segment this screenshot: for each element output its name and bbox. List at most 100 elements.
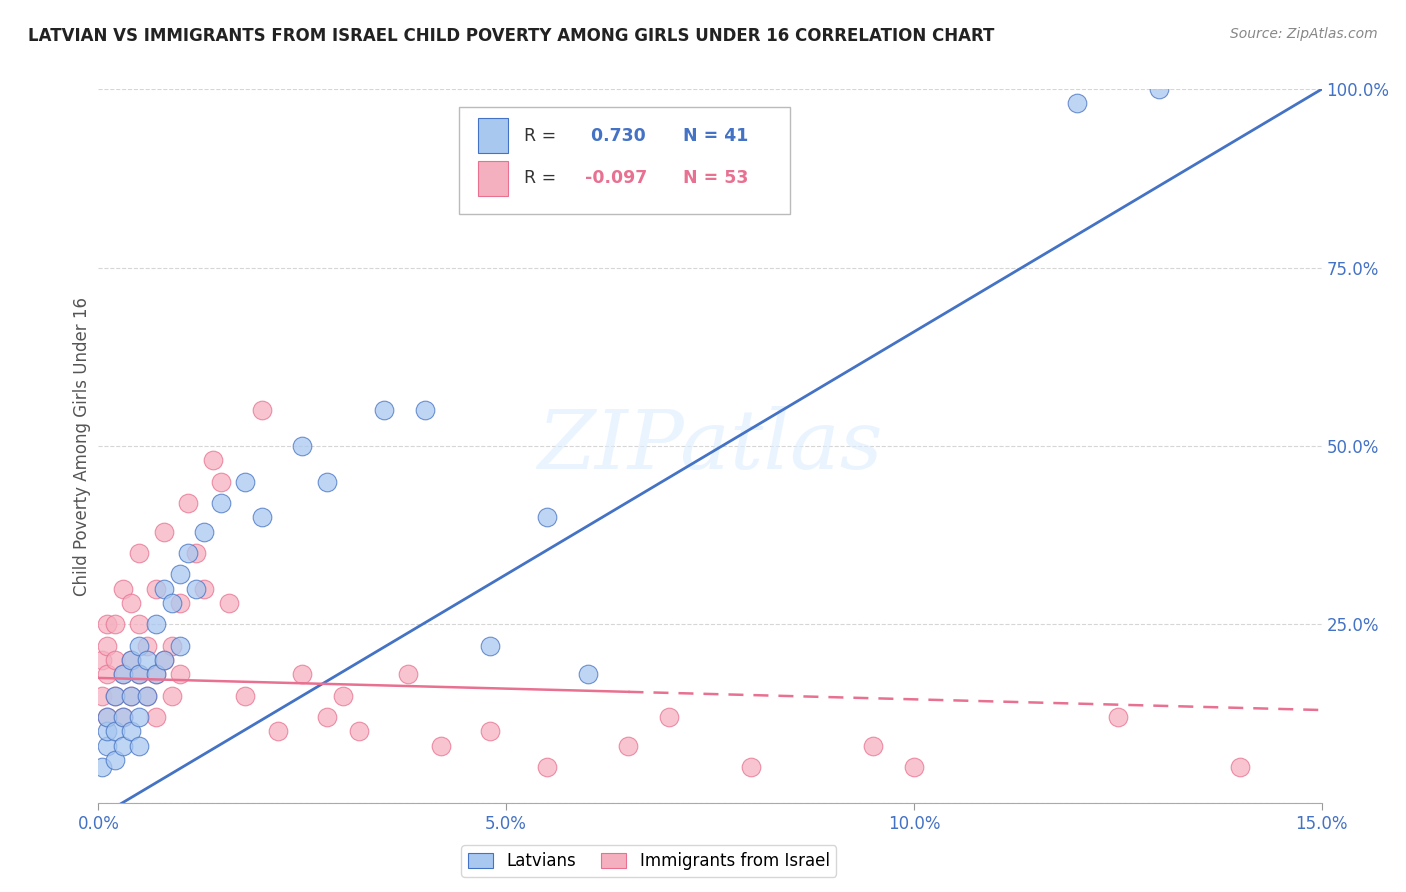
Point [1229,760,1251,774]
Point [617,739,640,753]
Point [218,596,240,610]
Point [128,739,150,753]
Point [152,653,174,667]
Point [111,582,134,596]
Point [291,667,314,681]
Text: LATVIAN VS IMMIGRANTS FROM ISRAEL CHILD POVERTY AMONG GIRLS UNDER 16 CORRELATION: LATVIAN VS IMMIGRANTS FROM ISRAEL CHILD … [28,27,994,45]
Point [177,496,200,510]
Point [209,496,232,510]
Point [145,617,167,632]
Text: R =: R = [524,127,562,145]
Point [128,639,150,653]
Point [413,403,436,417]
Point [96,739,118,753]
Point [120,653,142,667]
Point [862,739,884,753]
Point [120,689,142,703]
Point [396,667,419,681]
Point [160,689,183,703]
Point [193,582,215,596]
Point [193,524,215,539]
Point [478,639,501,653]
Point [96,710,118,724]
Point [658,710,681,724]
Bar [478,161,508,196]
Point [120,653,142,667]
Point [128,617,150,632]
Point [111,710,134,724]
Point [152,653,174,667]
Point [136,653,159,667]
Point [91,653,114,667]
Point [233,475,256,489]
Point [104,753,127,767]
Point [740,760,762,774]
Point [111,667,134,681]
Point [152,582,174,596]
Bar [478,118,508,153]
Point [903,760,925,774]
Text: R =: R = [524,169,562,187]
Point [349,724,371,739]
Point [430,739,453,753]
Point [1147,82,1170,96]
Point [1107,710,1129,724]
Point [136,689,159,703]
Text: N = 41: N = 41 [671,127,748,145]
Point [136,639,159,653]
Point [201,453,224,467]
Point [104,617,127,632]
Point [160,596,183,610]
Point [250,403,273,417]
Point [536,510,558,524]
Point [536,760,558,774]
Point [209,475,232,489]
Point [128,667,150,681]
Point [120,596,142,610]
Point [177,546,200,560]
Text: -0.097: -0.097 [585,169,648,187]
Text: N = 53: N = 53 [671,169,748,187]
Point [104,689,127,703]
Point [145,667,167,681]
Point [104,724,127,739]
Point [96,617,118,632]
Point [186,546,208,560]
Point [169,567,191,582]
Point [160,639,183,653]
Point [332,689,354,703]
Point [291,439,314,453]
Point [111,739,134,753]
Point [91,689,114,703]
Point [1066,96,1088,111]
Point [576,667,599,681]
Point [111,710,134,724]
FancyBboxPatch shape [460,107,790,214]
Text: ZIPatlas: ZIPatlas [537,406,883,486]
Point [145,710,167,724]
Point [186,582,208,596]
Point [96,724,118,739]
Point [267,724,290,739]
Point [373,403,395,417]
Point [145,582,167,596]
Point [96,667,118,681]
Point [478,724,501,739]
Point [91,760,114,774]
Point [315,710,337,724]
Point [145,667,167,681]
Point [128,710,150,724]
Point [104,653,127,667]
Point [250,510,273,524]
Point [120,724,142,739]
Point [96,639,118,653]
Point [120,689,142,703]
Point [104,689,127,703]
Point [136,689,159,703]
Point [128,667,150,681]
Point [152,524,174,539]
Point [169,639,191,653]
Point [111,667,134,681]
Point [96,710,118,724]
Point [169,667,191,681]
